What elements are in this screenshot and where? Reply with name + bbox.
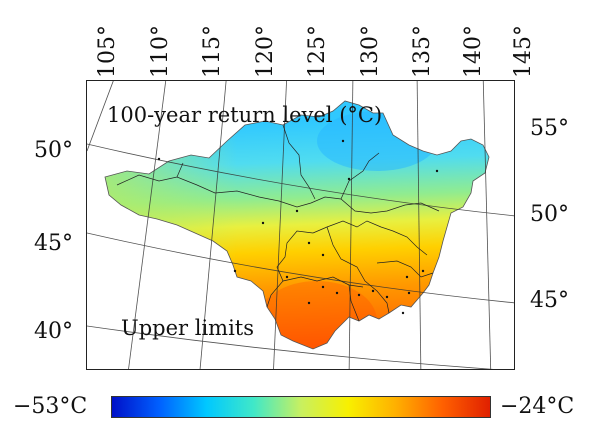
lon-label-110: 110°	[148, 25, 173, 78]
map-frame: 100-year return level (°C) Upper limits	[86, 80, 515, 370]
lat-label-right-50: 50°	[530, 202, 569, 227]
lon-label-125: 125°	[305, 25, 330, 78]
colorbar-min-label: −53°C	[13, 394, 88, 419]
lon-label-120: 120°	[253, 25, 278, 78]
lat-label-left-50: 50°	[34, 138, 73, 163]
lon-label-135: 135°	[410, 25, 435, 78]
lon-label-140: 140°	[461, 25, 486, 78]
station-dots	[157, 139, 439, 315]
colorbar-row: −53°C −24°C	[0, 390, 600, 424]
lat-label-right-55: 55°	[530, 116, 569, 141]
colorbar-max-label: −24°C	[500, 394, 575, 419]
lon-label-130: 130°	[358, 25, 383, 78]
map-title: 100-year return level (°C)	[107, 103, 383, 127]
province-boundaries	[116, 124, 440, 322]
colorbar	[111, 396, 491, 418]
lat-label-left-40: 40°	[34, 319, 73, 344]
lon-label-115: 115°	[200, 25, 225, 78]
lon-label-145: 145°	[511, 25, 536, 78]
lat-label-left-45: 45°	[34, 231, 73, 256]
lon-label-105: 105°	[95, 25, 120, 78]
map-subtitle: Upper limits	[121, 316, 255, 340]
map-canvas	[87, 81, 514, 369]
lat-label-right-45: 45°	[530, 288, 569, 313]
graticule-lines	[87, 81, 514, 369]
